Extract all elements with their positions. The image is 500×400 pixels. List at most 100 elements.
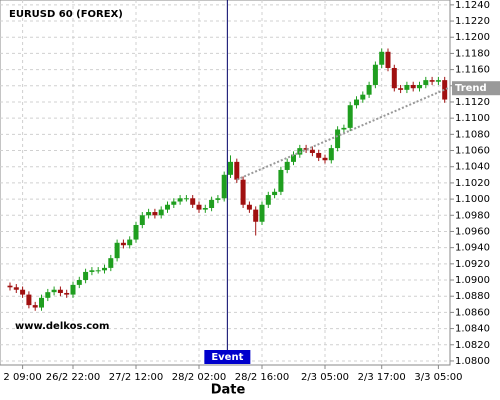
event-label-box [204, 350, 251, 364]
candle-body [347, 105, 353, 128]
candle-body [51, 289, 57, 293]
y-tick-label: 1.1000 [455, 194, 490, 205]
candle-body [196, 204, 202, 210]
candle-body [322, 157, 328, 161]
candle-body [202, 207, 208, 210]
y-tick-label: 1.1200 [455, 32, 490, 43]
y-tick-label: 1.1160 [455, 65, 490, 76]
candle-body [89, 270, 95, 272]
candle-body [309, 149, 315, 153]
y-tick-label: 1.1180 [455, 48, 490, 59]
candle-body [404, 84, 410, 90]
candle-body [209, 199, 215, 208]
candle-body [70, 284, 76, 295]
candle-body [423, 80, 429, 85]
candle-body [133, 224, 139, 240]
candle-body [95, 270, 101, 272]
trend-label: Trend [455, 83, 487, 94]
candle-body [328, 148, 334, 161]
candle-body [435, 80, 441, 82]
candle-body [64, 292, 70, 295]
y-tick-label: 1.0940 [455, 243, 490, 254]
candle-body [391, 67, 397, 89]
y-tick-label: 1.0980 [455, 210, 490, 221]
candle-body [354, 99, 359, 106]
candle-body [39, 297, 44, 308]
candle-body [360, 94, 366, 100]
y-tick-label: 1.1120 [455, 97, 490, 108]
candle-body [372, 64, 378, 85]
y-tick-label: 1.0840 [455, 324, 490, 335]
candle-body [102, 267, 107, 271]
candle-body [139, 215, 145, 225]
x-tick-label: 3/3 05:00 [414, 372, 462, 383]
candle-body [429, 80, 435, 82]
candle-body [259, 204, 265, 222]
grid [0, 0, 450, 365]
candle-body [20, 289, 26, 295]
candle-body [234, 161, 240, 180]
candle-body [265, 195, 271, 205]
candle-body [366, 84, 372, 95]
y-tick-label: 1.0880 [455, 291, 490, 302]
y-tick-label: 1.0800 [455, 356, 490, 367]
y-tick-label: 1.1080 [455, 129, 490, 140]
watermark: www.delkos.com [15, 321, 109, 332]
trend-label-box [452, 81, 500, 96]
candle-body [240, 179, 246, 205]
x-tick-label: 26/2 22:00 [46, 372, 100, 383]
x-axis-title: Date [211, 383, 246, 398]
candle-body [215, 198, 221, 200]
candle-body [108, 258, 114, 268]
candle-body [171, 201, 177, 205]
candle-body [221, 174, 227, 199]
x-tick-label: 2/3 05:00 [301, 372, 349, 383]
y-tick-label: 1.1060 [455, 146, 490, 157]
x-tick-label: 2 09:00 [3, 372, 41, 383]
y-tick-label: 1.1240 [455, 0, 490, 11]
y-tick-label: 1.1100 [455, 113, 490, 124]
chart-title: EURUSD 60 (FOREX) [9, 9, 123, 20]
marks [7, 48, 448, 311]
candle-body [442, 80, 448, 100]
candle-body [341, 127, 347, 130]
candle-body [57, 289, 63, 293]
candle-body [146, 212, 152, 216]
candle-body [76, 280, 82, 285]
candle-body [272, 191, 278, 196]
candle-body [228, 161, 233, 175]
x-tick-label: 27/2 12:00 [109, 372, 163, 383]
candle-body [291, 154, 296, 162]
candle-body [278, 169, 284, 192]
candle-body [32, 305, 38, 308]
candle-body [410, 84, 416, 89]
x-tick-label: 28/2 02:00 [172, 372, 226, 383]
candle-body [13, 287, 19, 290]
candle-body [385, 51, 391, 68]
candle-body [127, 239, 133, 246]
candle-body [83, 271, 89, 281]
candle-body [158, 209, 164, 216]
y-tick-label: 1.0820 [455, 340, 490, 351]
y-tick-label: 1.0860 [455, 307, 490, 318]
candle-body [316, 152, 322, 158]
x-tick-label: 2/3 17:00 [358, 372, 406, 383]
candle-body [26, 294, 32, 306]
candle-body [152, 212, 158, 216]
x-tick-label: 28/2 16:00 [235, 372, 289, 383]
y-tick-label: 1.0920 [455, 259, 490, 270]
candle-body [7, 285, 13, 288]
candle-body [190, 198, 196, 205]
candle-body [45, 292, 51, 298]
candle-body [398, 88, 404, 90]
candle-body [417, 84, 422, 89]
candle-body [303, 148, 309, 150]
candle-body [246, 204, 252, 210]
candle-body [379, 51, 385, 65]
y-tick-label: 1.0960 [455, 226, 490, 237]
candle-body [120, 242, 126, 246]
candle-body [253, 209, 259, 222]
candle-body [183, 198, 189, 200]
y-tick-label: 1.0900 [455, 275, 490, 286]
